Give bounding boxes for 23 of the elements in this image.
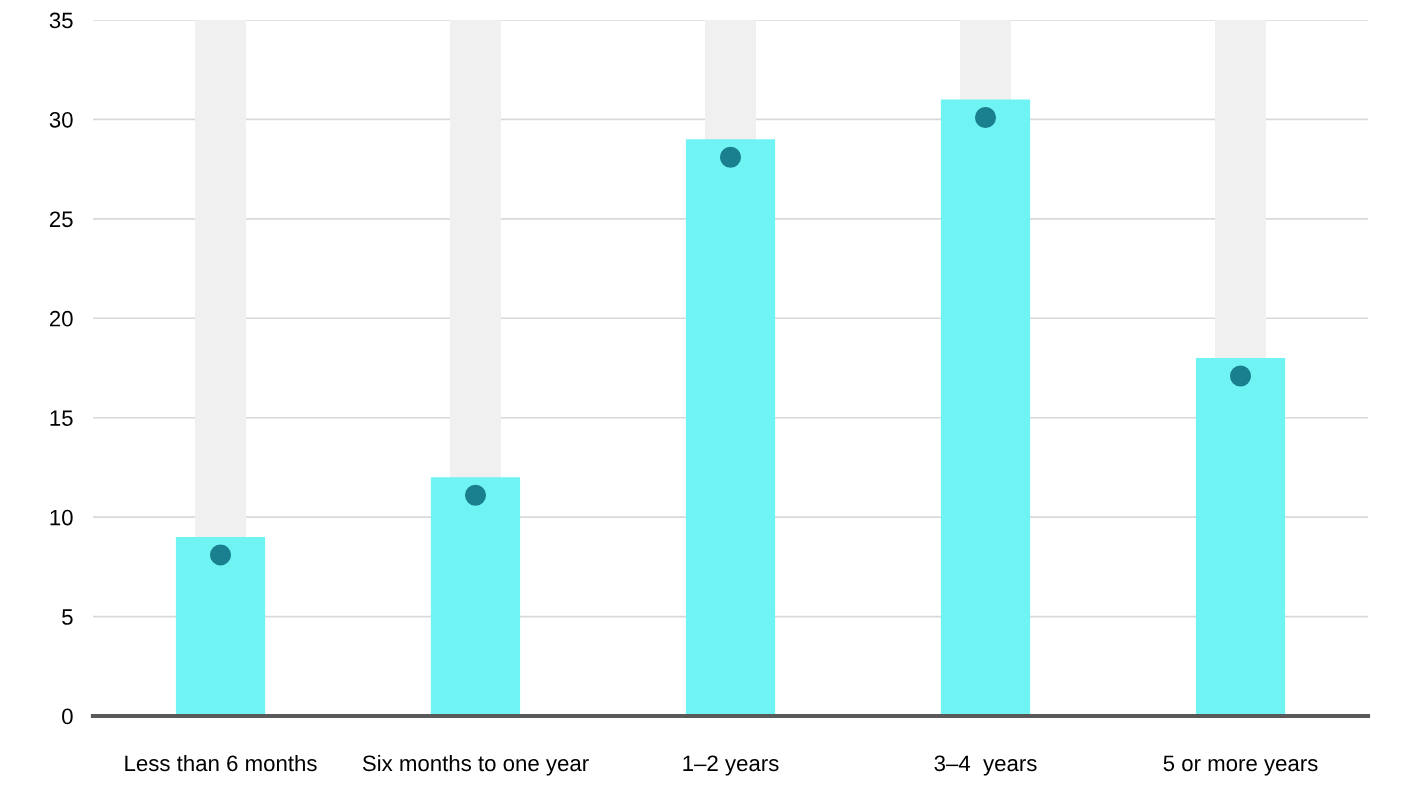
x-tick-label: Less than 6 months <box>125 754 317 772</box>
point <box>209 544 232 566</box>
y-tick-label: 30 <box>49 111 73 128</box>
x-tick-label: 1–2 years <box>683 755 779 776</box>
point <box>1229 365 1252 387</box>
y-tick-label: 20 <box>49 310 73 327</box>
point <box>464 484 487 506</box>
y-tick-label: 5 <box>62 609 73 625</box>
bar <box>940 99 1031 716</box>
x-tick-label: 5 or more years <box>1163 755 1318 776</box>
y-tick-label: 15 <box>50 410 73 426</box>
point <box>719 146 742 168</box>
bar <box>685 139 776 716</box>
y-tick-label: 10 <box>50 509 73 526</box>
y-tick-label: 35 <box>49 12 73 29</box>
bar <box>430 477 521 716</box>
bar <box>175 537 266 716</box>
point <box>974 106 997 128</box>
y-tick-label: 0 <box>62 708 73 725</box>
bar <box>1195 358 1286 716</box>
y-tick-label: 25 <box>49 211 73 228</box>
x-tick-label: 3–4 years <box>934 755 1037 776</box>
x-tick-label: Six months to one year <box>362 754 589 776</box>
